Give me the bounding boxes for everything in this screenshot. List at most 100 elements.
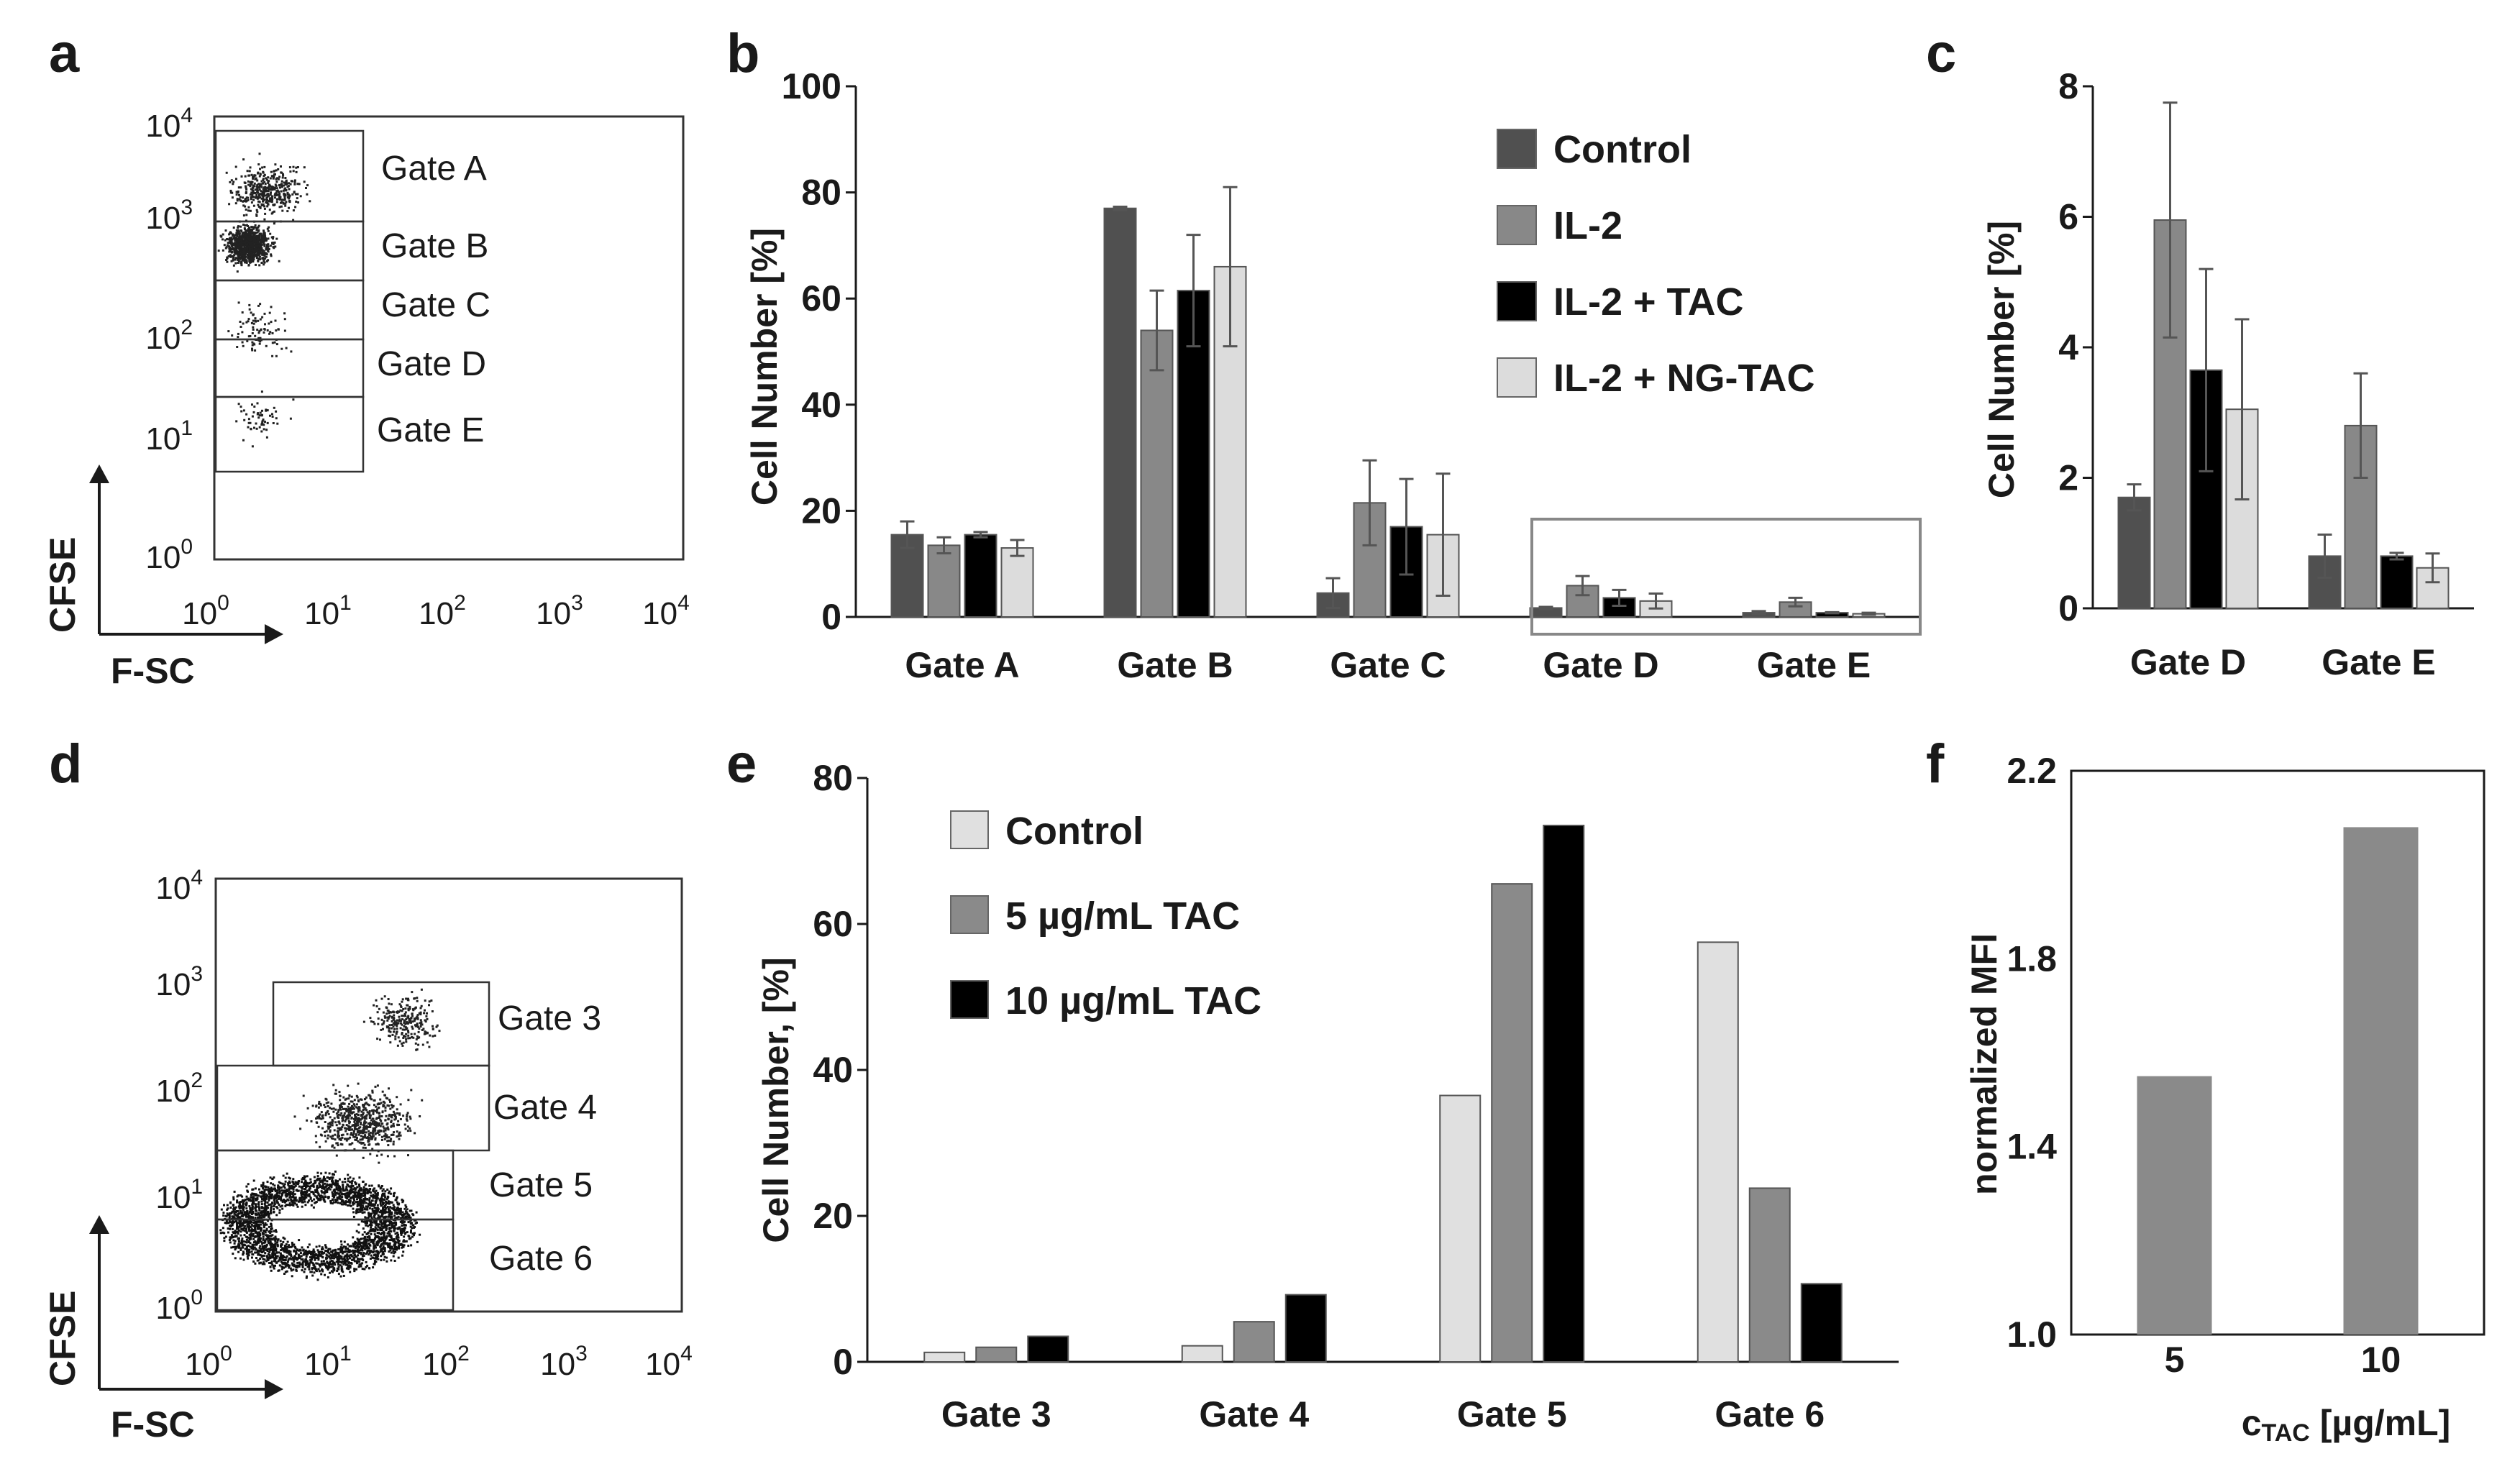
- event-dot: [258, 330, 261, 333]
- event-dot: [263, 1196, 265, 1199]
- event-dot: [250, 1223, 253, 1226]
- event-dot: [355, 1245, 358, 1248]
- event-dot: [263, 1190, 266, 1193]
- event-dot: [388, 1209, 391, 1212]
- event-dot: [291, 1243, 294, 1246]
- event-dot: [367, 1217, 370, 1219]
- event-dot: [269, 1248, 272, 1250]
- event-dot: [342, 1123, 344, 1126]
- event-dot: [265, 188, 268, 191]
- event-dot: [264, 323, 266, 326]
- event-dot: [403, 1224, 406, 1227]
- event-dot: [394, 1250, 397, 1253]
- event-dot: [240, 264, 243, 267]
- event-dot: [344, 1120, 347, 1122]
- event-dot: [260, 1240, 262, 1243]
- event-dot: [280, 165, 282, 168]
- event-dot: [366, 1238, 368, 1241]
- event-dot: [383, 1217, 385, 1219]
- event-dot: [377, 1241, 380, 1244]
- event-dot: [249, 228, 252, 231]
- event-dot: [358, 1184, 360, 1186]
- event-dot: [338, 1255, 341, 1258]
- event-dot: [252, 189, 255, 192]
- event-dot: [388, 1239, 391, 1241]
- event-dot: [247, 225, 250, 227]
- event-dot: [261, 1219, 264, 1222]
- event-dot: [248, 1225, 251, 1227]
- event-dot: [348, 1204, 351, 1207]
- event-dot: [362, 1130, 365, 1132]
- event-dot: [388, 1202, 391, 1205]
- event-dot: [396, 1231, 398, 1234]
- event-dot: [243, 254, 246, 257]
- event-dot: [355, 1194, 357, 1197]
- event-dot: [223, 244, 226, 247]
- event-dot: [317, 1257, 320, 1260]
- event-dot: [222, 1214, 225, 1217]
- event-dot: [395, 1223, 398, 1226]
- event-dot: [276, 1196, 279, 1199]
- event-dot: [356, 1186, 359, 1189]
- event-dot: [333, 1173, 335, 1176]
- event-dot: [260, 430, 263, 433]
- event-dot: [348, 1102, 351, 1105]
- event-dot: [388, 1115, 391, 1117]
- event-dot: [270, 1194, 273, 1196]
- event-dot: [357, 1191, 360, 1194]
- event-dot: [303, 1268, 306, 1271]
- event-dot: [394, 1212, 397, 1214]
- event-dot: [270, 306, 273, 308]
- event-dot: [249, 166, 252, 169]
- event-dot: [352, 1134, 354, 1136]
- event-dot: [262, 179, 265, 181]
- event-dot: [273, 1208, 275, 1211]
- event-dot: [337, 1135, 339, 1138]
- event-dot: [368, 1196, 371, 1199]
- event-dot: [380, 1204, 383, 1207]
- event-dot: [276, 177, 279, 180]
- event-dot: [232, 1215, 235, 1218]
- event-dot: [291, 1187, 294, 1190]
- event-dot: [389, 1249, 392, 1252]
- event-dot: [357, 1243, 360, 1246]
- event-dot: [329, 1123, 332, 1126]
- event-dot: [394, 1240, 397, 1243]
- event-dot: [383, 1255, 386, 1258]
- event-dot: [232, 1222, 234, 1225]
- event-dot: [329, 1184, 332, 1186]
- event-dot: [380, 1209, 382, 1212]
- event-dot: [362, 1180, 365, 1183]
- event-dot: [324, 1178, 327, 1180]
- event-dot: [375, 1125, 378, 1128]
- event-dot: [247, 174, 250, 177]
- event-dot: [312, 1206, 315, 1209]
- event-dot: [353, 1199, 356, 1202]
- event-dot: [381, 1253, 384, 1256]
- event-dot: [316, 1191, 319, 1194]
- event-dot: [388, 1245, 391, 1248]
- event-dot: [255, 238, 257, 240]
- event-dot: [289, 1195, 292, 1198]
- event-dot: [235, 178, 237, 180]
- event-dot: [233, 1235, 236, 1238]
- event-dot: [390, 1201, 393, 1204]
- event-dot: [225, 1215, 228, 1218]
- event-dot: [246, 243, 249, 246]
- event-dot: [265, 344, 268, 347]
- event-dot: [360, 1241, 362, 1244]
- event-dot: [396, 1130, 398, 1133]
- event-dot: [274, 1240, 277, 1243]
- event-dot: [301, 1191, 304, 1194]
- event-dot: [237, 243, 239, 246]
- event-dot: [368, 1191, 371, 1194]
- event-dot: [393, 1114, 396, 1117]
- event-dot: [278, 175, 281, 178]
- event-dot: [235, 1231, 238, 1234]
- event-dot: [380, 1250, 383, 1253]
- event-dot: [385, 1207, 388, 1209]
- event-dot: [317, 1125, 320, 1128]
- event-dot: [358, 1263, 361, 1266]
- event-dot: [311, 1199, 314, 1202]
- event-dot: [321, 1248, 324, 1250]
